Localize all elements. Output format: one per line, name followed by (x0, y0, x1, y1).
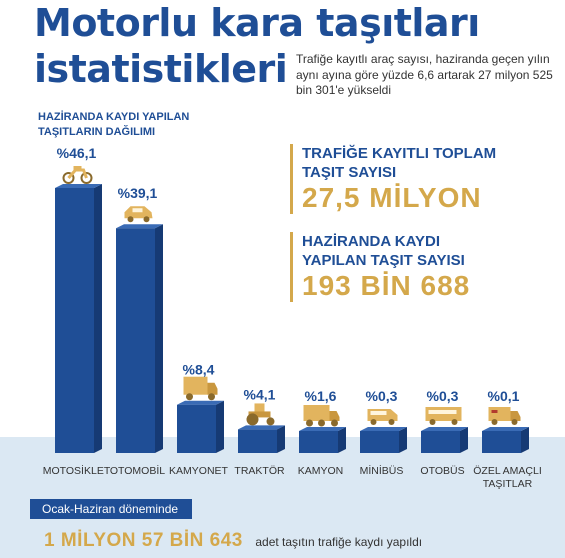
stat-june-label-line-1: HAZİRANDA KAYDI (302, 233, 441, 250)
bar (55, 188, 94, 453)
bar-top (482, 427, 529, 431)
category-label: OTOBÜS (420, 465, 464, 477)
category-label: MİNİBÜS (360, 464, 404, 477)
truck-icon (303, 405, 340, 427)
stat-total-label-line-1: TRAFİĞE KAYITLI TOPLAM (302, 145, 497, 162)
bar-top (116, 224, 163, 229)
bar-top (238, 425, 285, 430)
footer-background (0, 437, 565, 558)
chart-section-label-line-1: HAZİRANDA KAYDI YAPILAN (38, 111, 190, 123)
stat-total-value: 27,5 MİLYON (302, 182, 482, 213)
bar-side (94, 184, 102, 453)
bar (421, 431, 460, 453)
motorcycle-icon (62, 166, 93, 184)
bar-side (155, 224, 163, 453)
stat-total-label-line-2: TAŞIT SAYISI (302, 164, 397, 181)
stat-june-value: 193 BİN 688 (302, 270, 471, 301)
minibus-icon (367, 409, 398, 425)
value-label: %46,1 (57, 145, 97, 161)
page-title: Motorlu kara taşıtları istatistikleri (34, 0, 480, 92)
bar-side (277, 425, 285, 453)
bar (116, 228, 155, 453)
category-label: MOTOSİKLET (43, 464, 111, 477)
bar-side (460, 427, 468, 453)
car-icon (124, 206, 153, 223)
bar (360, 431, 399, 453)
footer-value: 1 MİLYON 57 BİN 643 (44, 530, 243, 551)
bar-side (521, 427, 529, 453)
van-icon (183, 376, 218, 401)
category-label: ÖZEL AMAÇLI (473, 465, 541, 477)
bar-top (55, 184, 102, 188)
bar-side (338, 427, 346, 453)
bar-top (299, 427, 346, 431)
bar-side (399, 427, 407, 453)
category-label: KAMYONET (169, 465, 229, 477)
bar (299, 431, 338, 453)
category-label: OTOMOBİL (110, 464, 165, 477)
value-label: %0,1 (488, 388, 520, 404)
title-line-2: istatistikleri (34, 47, 288, 91)
stat-total-registered: TRAFİĞE KAYITLI TOPLAM TAŞIT SAYISI 27,5… (290, 144, 496, 214)
title-line-1: Motorlu kara taşıtları (34, 1, 480, 45)
bar (177, 404, 216, 453)
bar-top (360, 427, 407, 431)
tractor-icon (246, 403, 275, 426)
footer-text: adet taşıtın trafiğe kaydı yapıldı (255, 535, 423, 549)
category-label: KAMYON (298, 465, 344, 477)
bar-side (216, 400, 224, 453)
bar-top (177, 400, 224, 405)
chart-section-label: HAZİRANDA KAYDI YAPILAN TAŞITLARIN DAĞIL… (38, 110, 238, 140)
bar (482, 431, 521, 453)
stat-june-label: HAZİRANDA KAYDI YAPILAN TAŞIT SAYISI (302, 232, 470, 270)
stat-june-registered: HAZİRANDA KAYDI YAPILAN TAŞIT SAYISI 193… (290, 232, 470, 302)
bar-top (421, 427, 468, 431)
stat-june-label-line-2: YAPILAN TAŞIT SAYISI (302, 252, 465, 269)
category-label: TAŞITLAR (483, 478, 533, 490)
subtitle: Trafiğe kayıtlı araç sayısı, haziranda g… (296, 52, 553, 97)
special-vehicle-icon (488, 407, 521, 425)
bus-icon (425, 407, 462, 425)
value-label: %1,6 (305, 388, 337, 404)
chart-section-label-line-2: TAŞITLARIN DAĞILIMI (38, 126, 156, 138)
footer-summary: 1 MİLYON 57 BİN 643 adet taşıtın trafiğe… (44, 530, 422, 552)
value-label: %0,3 (427, 388, 459, 404)
value-label: %8,4 (183, 362, 215, 378)
bar (238, 429, 277, 453)
value-label: %39,1 (118, 185, 158, 201)
stat-total-label: TRAFİĞE KAYITLI TOPLAM TAŞIT SAYISI (302, 144, 496, 182)
period-label: Ocak-Haziran döneminde (30, 499, 193, 519)
category-label: TRAKTÖR (234, 465, 285, 477)
value-label: %0,3 (366, 388, 398, 404)
vehicle-distribution-bar-chart: %46,1 MOTOSİKLET %39,1 OTOMOBİL %8,4 KAMYONET… (43, 145, 542, 490)
value-label: %4,1 (244, 386, 276, 402)
